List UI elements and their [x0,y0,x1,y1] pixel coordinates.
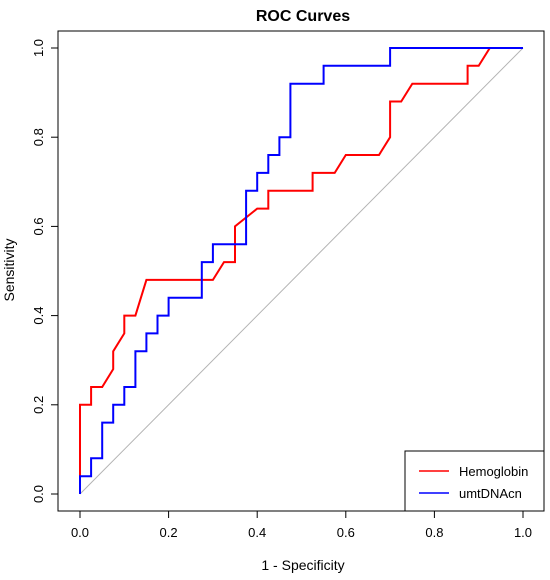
y-tick-label: 0.8 [31,128,46,146]
reference-diagonal-group [79,47,524,495]
x-tick-label: 0.8 [425,525,443,540]
x-axis-label: 1 - Specificity [261,557,344,573]
y-tick-label: 1.0 [31,39,46,57]
y-tick-label: 0.4 [31,307,46,325]
y-tick-label: 0.2 [31,396,46,414]
y-axis-label: Sensitivity [1,238,17,301]
reference-diagonal-line [79,47,524,495]
legend-box [404,450,545,512]
legend-label-umtdnacn: umtDNAcn [459,486,522,501]
x-tick-label: 0.0 [71,525,89,540]
x-tick-label: 0.2 [160,525,178,540]
legend-label-hemoglobin: Hemoglobin [459,464,528,479]
series-group [79,47,523,494]
legend: Hemoglobin umtDNAcn [404,450,545,512]
y-axis: 0.0 0.2 0.4 0.6 0.8 1.0 [31,39,59,503]
x-tick-label: 1.0 [514,525,532,540]
y-tick-label: 0.6 [31,217,46,235]
series-line-umtdnacn [79,47,523,494]
y-tick-label: 0.0 [31,485,46,503]
x-tick-label: 0.4 [248,525,266,540]
x-tick-label: 0.6 [337,525,355,540]
x-axis: 0.0 0.2 0.4 0.6 0.8 1.0 [71,510,532,540]
series-line-hemoglobin [79,47,523,494]
chart-title: ROC Curves [256,8,350,25]
